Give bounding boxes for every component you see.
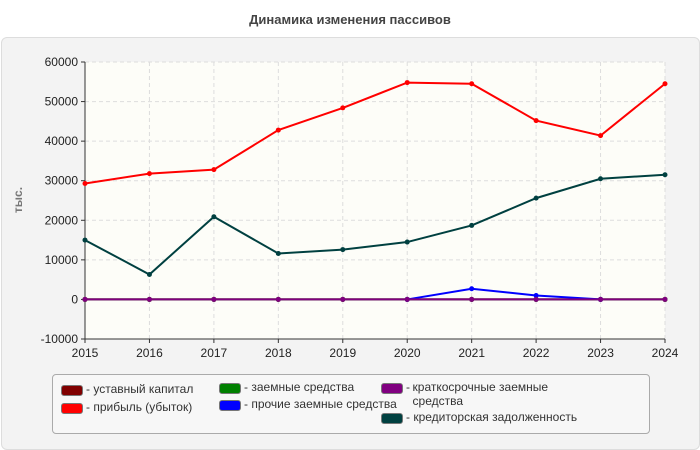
x-tick-label: 2020 [394,346,421,360]
data-point [340,247,346,253]
data-point [275,251,281,257]
x-tick-label: 2017 [201,346,228,360]
data-point [275,127,281,133]
series-line [84,81,666,185]
data-point [82,180,88,186]
data-point [598,133,604,139]
data-point [533,292,539,298]
data-point [82,237,88,243]
x-tick-label: 2015 [72,346,99,360]
data-point [662,81,668,87]
data-point [404,296,410,302]
data-point [598,176,604,182]
data-point [211,167,217,173]
y-tick-label: -10000 [41,332,79,346]
legend-label: уставный капитал [93,382,194,396]
legend-item: - краткосрочные заемные средства [381,380,581,408]
legend-label: прочие заемные средства [251,397,397,411]
data-point [340,105,346,111]
y-tick-label: 20000 [45,213,79,227]
y-tick-label: 60000 [45,55,79,69]
plot-area [85,62,665,339]
data-point [82,296,88,302]
data-point [211,214,217,220]
legend-swatch [61,385,83,396]
series-line [407,287,601,301]
data-point [275,296,281,302]
data-point [211,296,217,302]
y-axis-label: тыс. [11,187,25,213]
legend-label: прибыль (убыток) [93,400,193,414]
y-tick-label: 10000 [45,253,79,267]
legend-item: - прибыль (убыток) [61,400,192,414]
y-tick-label: 30000 [45,174,79,188]
legend-label: кредиторская задолженность [413,410,578,424]
x-tick-label: 2021 [458,346,485,360]
data-point [662,296,668,302]
x-tick-label: 2019 [329,346,356,360]
data-point [146,171,152,177]
legend-item: - кредиторская задолженность [381,410,577,424]
legend-swatch [381,413,403,424]
data-point [404,80,410,86]
data-point [404,239,410,245]
data-point [469,296,475,302]
legend-swatch [61,403,83,414]
x-tick-label: 2023 [587,346,614,360]
legend-swatch [219,400,241,411]
x-tick-label: 2022 [523,346,550,360]
x-tick-label: 2016 [136,346,163,360]
data-point [469,286,475,292]
chart-title: Динамика изменения пассивов [249,12,451,27]
data-point [146,296,152,302]
legend-item: - уставный капитал [61,382,193,396]
data-point [340,296,346,302]
y-tick-label: 0 [71,292,78,306]
data-point [533,118,539,124]
x-tick-label: 2018 [265,346,292,360]
data-point [469,222,475,228]
legend-swatch [219,383,241,394]
legend: - уставный капитал - прибыль (убыток) - … [52,374,650,434]
data-point [146,271,152,277]
legend-label: краткосрочные заемные средства [412,380,549,408]
x-tick-label: 2024 [652,346,679,360]
legend-swatch [381,383,403,394]
y-tick-label: 50000 [45,95,79,109]
data-point [533,296,539,302]
data-point [533,195,539,201]
data-point [598,296,604,302]
legend-item: - прочие заемные средства [219,397,397,411]
y-tick-label: 40000 [45,134,79,148]
legend-item: - заемные средства [219,380,354,394]
series-line [84,173,666,276]
data-point [662,172,668,178]
data-point [469,81,475,87]
legend-label: заемные средства [251,380,355,394]
